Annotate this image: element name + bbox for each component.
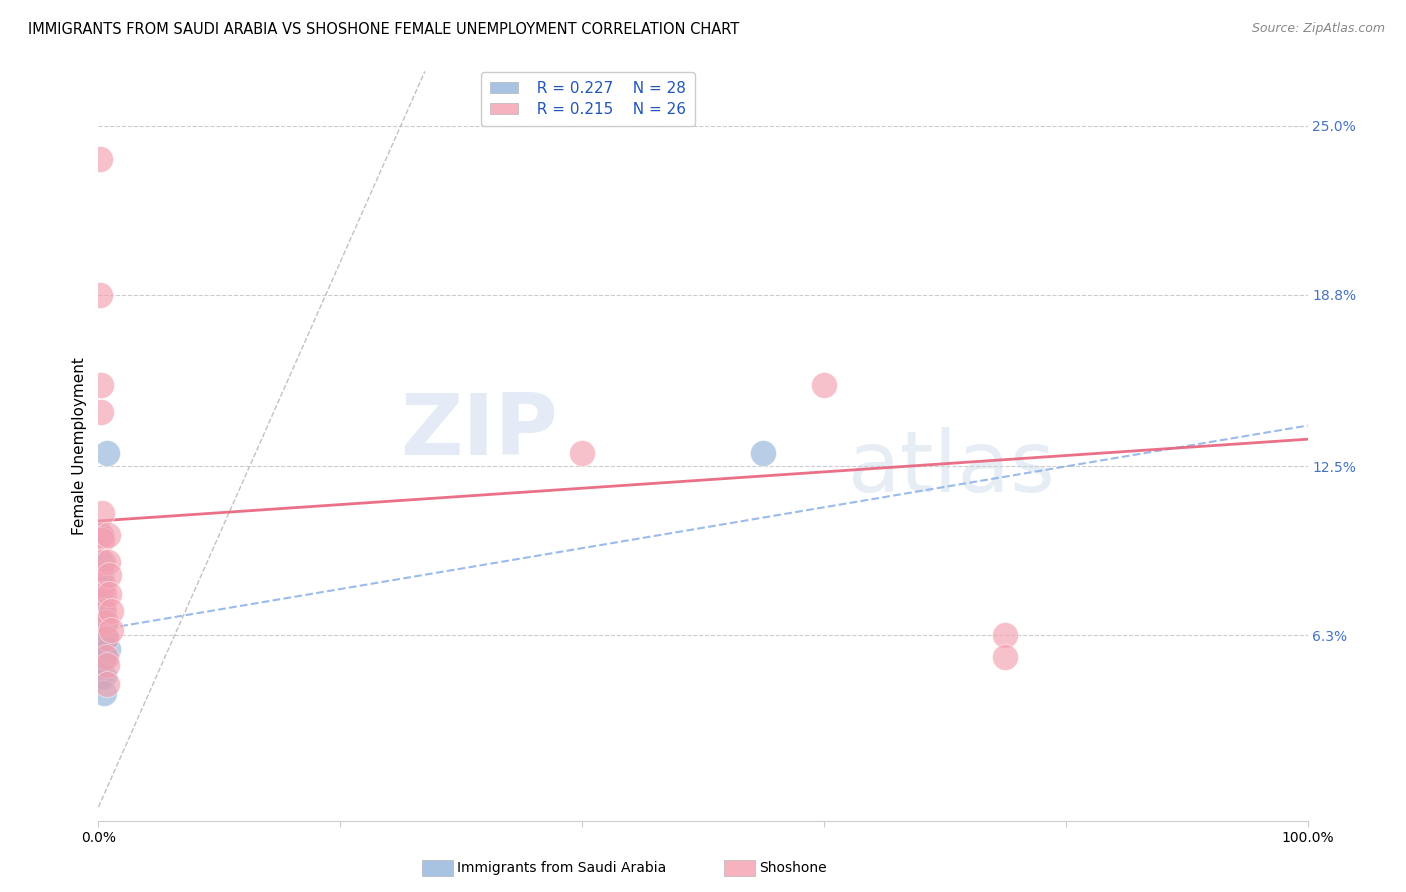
Text: IMMIGRANTS FROM SAUDI ARABIA VS SHOSHONE FEMALE UNEMPLOYMENT CORRELATION CHART: IMMIGRANTS FROM SAUDI ARABIA VS SHOSHONE… xyxy=(28,22,740,37)
Point xyxy=(91,533,114,547)
Text: Shoshone: Shoshone xyxy=(759,861,827,875)
Point xyxy=(96,677,118,691)
Point xyxy=(91,636,114,650)
Point xyxy=(994,650,1017,665)
Point xyxy=(91,623,114,637)
Point xyxy=(90,527,112,541)
Point xyxy=(91,506,114,520)
Point xyxy=(571,446,593,460)
Point xyxy=(94,650,117,665)
Text: Source: ZipAtlas.com: Source: ZipAtlas.com xyxy=(1251,22,1385,36)
Point xyxy=(994,628,1017,642)
Point xyxy=(89,152,111,166)
Point xyxy=(91,615,114,629)
Point xyxy=(100,623,122,637)
Point xyxy=(93,650,115,665)
Point xyxy=(91,650,114,665)
Point xyxy=(90,596,112,610)
Point xyxy=(98,587,121,601)
Point xyxy=(752,446,775,460)
Point xyxy=(89,669,111,683)
Point xyxy=(96,658,118,673)
Point xyxy=(96,446,118,460)
Point xyxy=(89,642,111,657)
Point xyxy=(93,604,115,618)
Point xyxy=(90,405,112,419)
Point xyxy=(97,527,120,541)
Text: Immigrants from Saudi Arabia: Immigrants from Saudi Arabia xyxy=(457,861,666,875)
Point xyxy=(97,642,120,657)
Point xyxy=(91,636,114,650)
Point xyxy=(90,377,112,392)
Point xyxy=(94,631,117,645)
Point xyxy=(100,604,122,618)
Point xyxy=(91,555,114,569)
Point xyxy=(89,650,111,665)
Text: atlas: atlas xyxy=(848,427,1056,510)
Point xyxy=(91,582,114,596)
Point xyxy=(89,636,111,650)
Y-axis label: Female Unemployment: Female Unemployment xyxy=(72,357,87,535)
Point xyxy=(89,631,111,645)
Point xyxy=(89,623,111,637)
Point xyxy=(93,685,115,699)
Point xyxy=(89,615,111,629)
Point xyxy=(97,555,120,569)
Point xyxy=(94,615,117,629)
Point xyxy=(90,609,112,624)
Point xyxy=(93,587,115,601)
Point xyxy=(94,631,117,645)
Point xyxy=(93,669,115,683)
Legend:   R = 0.227    N = 28,   R = 0.215    N = 26: R = 0.227 N = 28, R = 0.215 N = 26 xyxy=(481,71,695,126)
Point xyxy=(98,568,121,582)
Point xyxy=(90,527,112,541)
Point xyxy=(813,377,835,392)
Point xyxy=(89,287,111,301)
Point xyxy=(89,658,111,673)
Point xyxy=(90,623,112,637)
Point xyxy=(91,576,114,591)
Point xyxy=(90,568,112,582)
Text: ZIP: ZIP xyxy=(401,390,558,473)
Point xyxy=(91,604,114,618)
Point xyxy=(90,555,112,569)
